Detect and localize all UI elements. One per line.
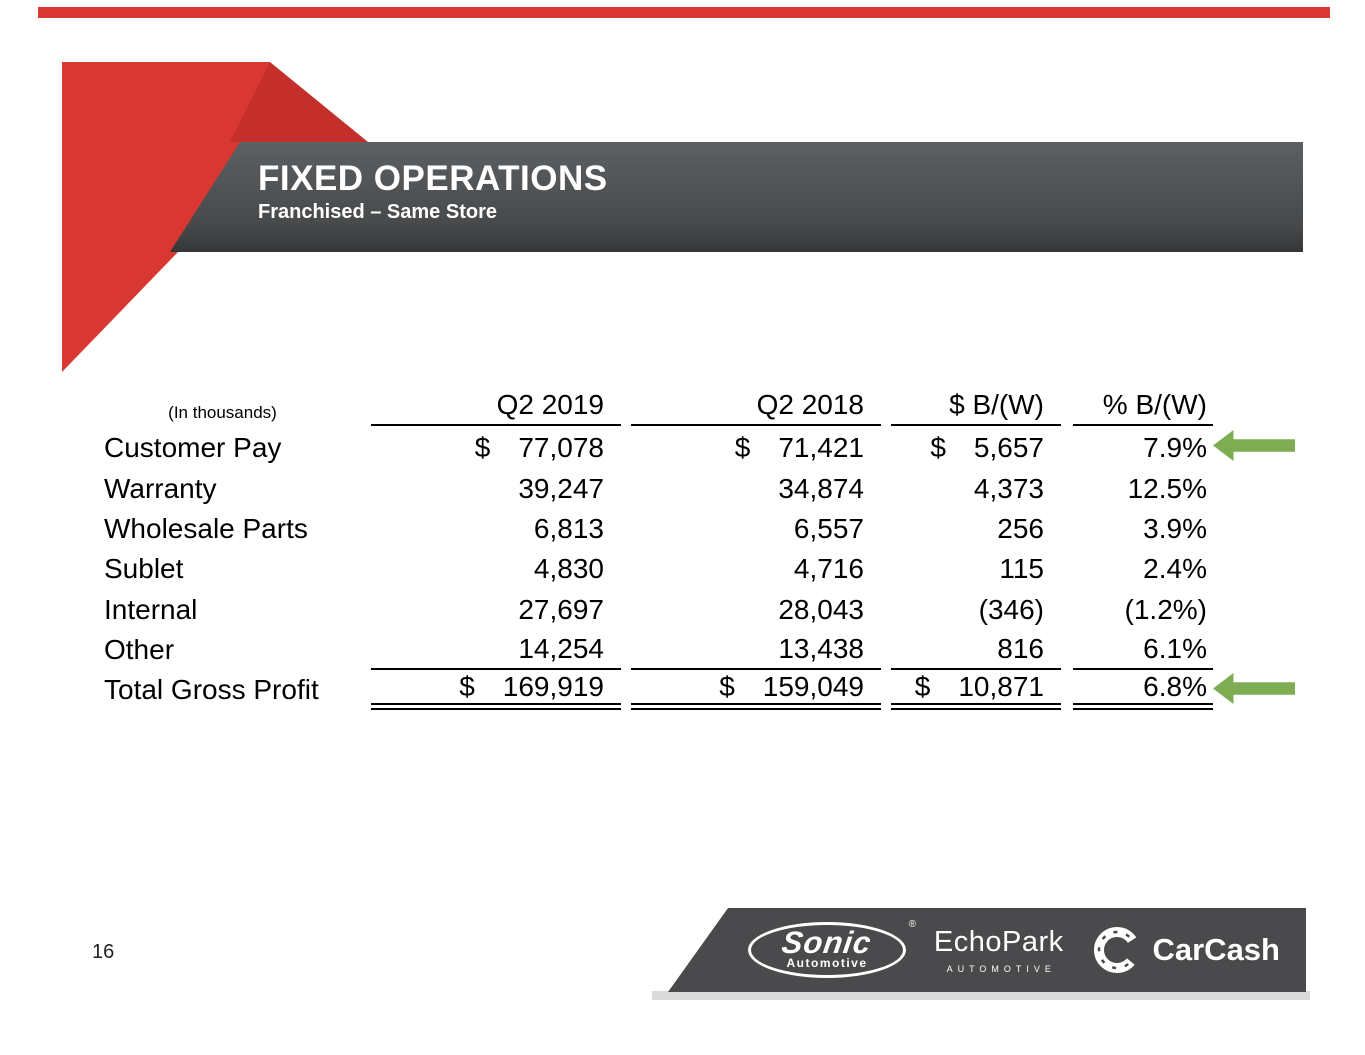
value-pct-bw: 12.5% <box>1127 472 1207 504</box>
value-q2-2019: 6,813 <box>533 513 604 545</box>
top-accent-bar <box>38 7 1330 18</box>
currency-sign: $ <box>719 670 735 702</box>
echopark-automotive-label: AUTOMOTIVE <box>946 964 1056 974</box>
column-gap <box>1061 428 1073 468</box>
column-gap <box>621 589 631 629</box>
column-gap <box>621 428 631 468</box>
currency-sign: $ <box>459 670 475 702</box>
red-flag-shape <box>62 62 270 372</box>
carcash-wordmark: CarCash <box>1152 932 1280 967</box>
column-gap <box>1061 670 1073 710</box>
echopark-logo: EchoPark AUTOMOTIVE <box>934 926 1064 974</box>
value-q2-2018: 28,043 <box>778 593 864 625</box>
currency-sign: $ <box>474 432 491 464</box>
sonic-automotive-label: Automotive <box>786 955 868 970</box>
currency-sign: $ <box>734 432 751 464</box>
value-dollar-bw: 4,373 <box>973 472 1044 504</box>
column-gap <box>881 589 891 629</box>
column-gap <box>1061 549 1073 589</box>
echopark-wordmark: EchoPark <box>933 926 1064 958</box>
currency-sign: $ <box>930 432 946 464</box>
page-number: 16 <box>92 941 115 963</box>
column-gap <box>621 388 631 426</box>
value-dollar-bw: 256 <box>997 513 1044 545</box>
value-dollar-bw: (346) <box>978 593 1044 625</box>
row-label: Sublet <box>104 553 184 585</box>
column-gap <box>881 630 891 670</box>
currency-sign: $ <box>914 670 931 702</box>
carcash-tire-icon <box>1094 927 1141 973</box>
value-pct-bw: 6.1% <box>1073 630 1213 671</box>
value-dollar-bw: $10,871 <box>891 670 1061 711</box>
column-header-q2-2018: Q2 2018 <box>631 388 881 426</box>
column-header-pct-bw: % B/(W) <box>1073 388 1213 426</box>
column-gap <box>881 509 891 549</box>
value-q2-2018: 34,874 <box>778 472 864 504</box>
row-label: Warranty <box>104 472 217 504</box>
value-q2-2019: $77,078 <box>474 432 604 464</box>
sonic-wordmark: Sonic <box>779 925 875 961</box>
column-gap <box>621 670 631 710</box>
red-fold-shape <box>230 62 368 142</box>
column-header-q2-2019: Q2 2019 <box>371 388 621 426</box>
footer-bottom-strip <box>652 991 1310 1000</box>
column-gap <box>881 469 891 509</box>
column-gap <box>881 670 891 710</box>
sonic-oval-outline: Sonic Automotive <box>748 922 906 978</box>
value-dollar-bw: 816 <box>891 630 1061 671</box>
value-pct-bw: 6.8% <box>1073 670 1213 711</box>
column-gap <box>621 630 631 670</box>
value-q2-2019: 39,247 <box>518 472 604 504</box>
value-pct-bw: 7.9% <box>1143 432 1207 464</box>
sonic-automotive-logo: Sonic Automotive ® <box>748 919 916 978</box>
value-q2-2018: 4,716 <box>793 553 864 585</box>
units-note: (In thousands) <box>168 403 277 422</box>
row-label: Other <box>104 633 175 665</box>
column-gap <box>621 549 631 589</box>
highlight-arrow-total <box>1213 673 1295 704</box>
value-q2-2019: 14,254 <box>371 630 621 671</box>
carcash-logo: CarCash <box>1091 924 1280 976</box>
value-q2-2019: 4,830 <box>533 553 604 585</box>
value-q2-2018: 13,438 <box>631 630 881 671</box>
value-pct-bw: 3.9% <box>1143 513 1207 545</box>
page-title: FIXED OPERATIONS <box>258 159 608 198</box>
row-label: Internal <box>104 593 198 625</box>
column-gap <box>881 428 891 468</box>
value-q2-2018: $71,421 <box>734 432 864 464</box>
value-q2-2018: 6,557 <box>793 513 864 545</box>
registered-mark-icon: ® <box>908 919 916 930</box>
column-gap <box>881 388 891 426</box>
value-dollar-bw: 115 <box>999 553 1044 585</box>
row-label: Total Gross Profit <box>104 674 319 706</box>
column-header-dollar-bw: $ B/(W) <box>891 388 1061 426</box>
row-label: Wholesale Parts <box>104 513 308 545</box>
fin-table: (In thousands) Q2 2019 Q2 2018 $ B/(W) %… <box>104 388 1213 711</box>
page-subtitle: Franchised – Same Store <box>258 201 497 223</box>
value-pct-bw: 2.4% <box>1143 553 1207 585</box>
value-q2-2018: $159,049 <box>631 670 881 711</box>
column-gap <box>1061 469 1073 509</box>
column-gap <box>1061 589 1073 629</box>
value-pct-bw: (1.2%) <box>1124 593 1207 625</box>
column-gap <box>1061 388 1073 426</box>
column-gap <box>1061 630 1073 670</box>
value-dollar-bw: $5,657 <box>930 432 1044 464</box>
column-gap <box>621 509 631 549</box>
highlight-arrow-customer-pay <box>1213 430 1295 461</box>
column-gap <box>621 469 631 509</box>
column-gap <box>881 549 891 589</box>
column-gap <box>1061 509 1073 549</box>
footer-logo-bar: Sonic Automotive ® EchoPark AUTOMOTIVE C… <box>668 908 1306 992</box>
value-q2-2019: 27,697 <box>518 593 604 625</box>
row-label: Customer Pay <box>104 432 282 464</box>
value-q2-2019: $169,919 <box>371 670 621 711</box>
